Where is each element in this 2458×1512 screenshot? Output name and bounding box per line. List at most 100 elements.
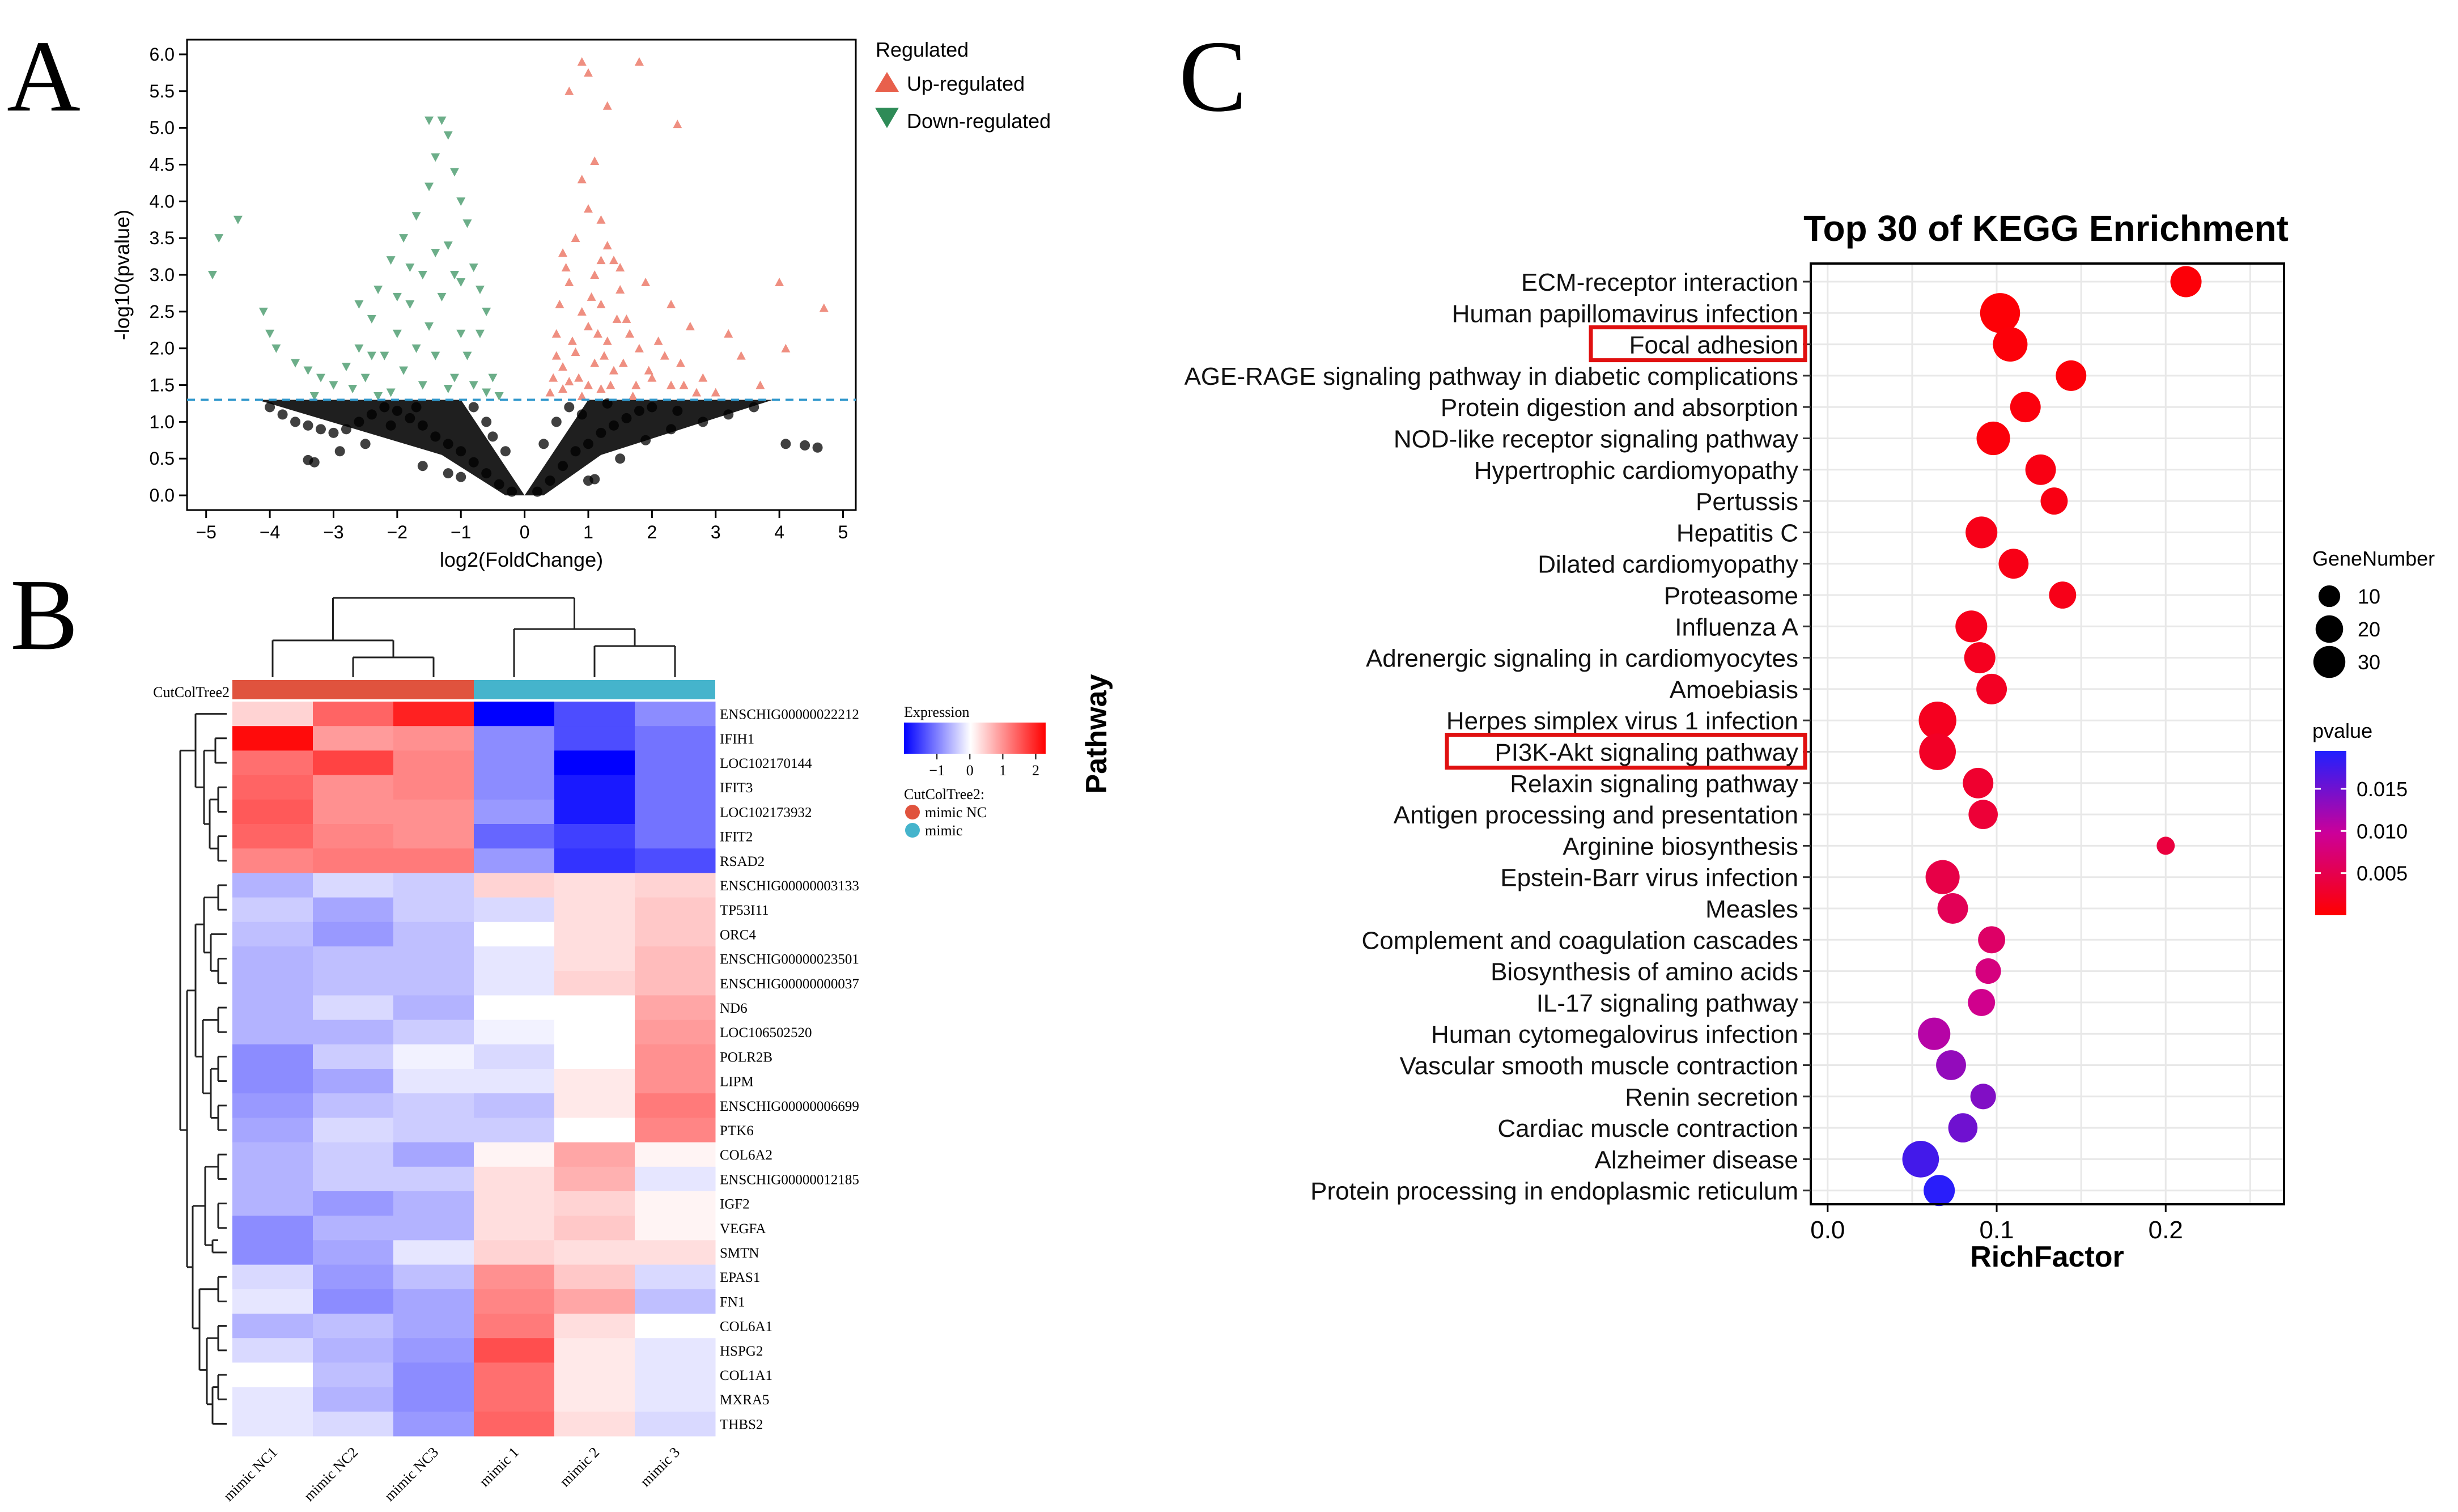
volcano-y-tick-label: 6.0 [150,44,175,65]
kegg-size-legend-dot [2313,645,2346,678]
volcano-down-point [233,215,243,224]
volcano-up-point [587,292,596,301]
heatmap-cell [554,1044,635,1069]
volcano-down-point [456,329,466,338]
volcano-up-point [602,241,612,250]
kegg-size-legend-label: 10 [2358,585,2380,608]
heatmap-cell [554,897,635,923]
volcano-down-point [424,322,434,331]
kegg-y-label: Pathway [1080,674,1113,793]
kegg-point [1902,1141,1939,1178]
heatmap-row-label: SMTN [720,1246,759,1261]
volcano-down-point [450,168,459,177]
heatmap-cell [635,1216,716,1241]
heatmap-cell [474,971,555,996]
volcano-up-point [666,299,676,308]
volcano-ns-points [257,398,823,497]
heatmap-column-label: mimic NC2 [300,1444,361,1505]
volcano-up-point [555,299,564,308]
heatmap-cell [635,726,716,751]
heatmap-cell [313,1240,394,1265]
heatmap-row-label: LOC102173932 [720,805,812,820]
kegg-point [2049,581,2077,609]
heatmap-cell [635,1387,716,1412]
heatmap-cell [635,1338,716,1363]
kegg-pathway-label: IL-17 signaling pathway [1536,989,1798,1017]
volcano-y-tick-label: 0.0 [150,485,175,506]
kegg-color-legend-label: 0.010 [2357,819,2408,843]
volcano-down-point [341,363,351,372]
volcano-ns-point [481,417,492,427]
kegg-pathway-label: Vascular smooth muscle contraction [1400,1052,1798,1080]
heatmap-cell [474,1020,555,1045]
heatmap-cell [313,1044,394,1069]
heatmap-cell [554,702,635,727]
heatmap-expression-colorbar [904,723,1046,754]
volcano-ns-point [303,420,313,431]
volcano-down-point [392,292,402,301]
heatmap-cell [474,1191,555,1216]
heatmap-cell [474,1216,555,1241]
heatmap-legend: Expression −1 0 1 2 CutColTree2: mimic NC [904,704,1046,839]
heatmap-cell [474,897,555,923]
volcano-ns-point [309,457,320,468]
volcano-up-point [567,336,577,345]
heatmap-cell [393,726,474,751]
volcano-ns-point [494,479,504,490]
heatmap-cell [313,897,394,923]
heatmap-cell [313,1289,394,1314]
volcano-ns-point [290,417,301,427]
volcano-ns-point [647,402,657,413]
volcano-up-point [625,329,635,338]
heatmap-cell [635,1166,716,1192]
kegg-pathway-label: Cardiac muscle contraction [1497,1115,1798,1143]
heatmap-cell [554,971,635,996]
volcano-down-point [482,307,491,316]
kegg-pathway-label: Pertussis [1696,488,1798,516]
volcano-down-point [214,234,224,243]
heatmap-cell [393,1142,474,1167]
volcano-ns-point [532,486,543,497]
heatmap-row-label: ORC4 [720,927,756,942]
heatmap-row-label: ENSCHIG00000022212 [720,707,859,723]
heatmap-cell [474,750,555,776]
volcano-x-tick-label: 2 [647,522,657,542]
heatmap-cell [393,1093,474,1118]
volcano-ns-point [749,402,759,413]
kegg-pathway-label: PI3K-Akt signaling pathway [1495,739,1798,767]
volcano-down-point [424,182,434,192]
heatmap-cell [232,921,313,947]
volcano-ns-point [608,420,619,431]
heatmap-cell [635,921,716,947]
kegg-color-legend-label: 0.005 [2357,862,2408,885]
heatmap-cell [313,1216,394,1241]
heatmap-cell [232,799,313,825]
heatmap-cell [635,1191,716,1216]
heatmap-cell [474,1240,555,1265]
heatmap-row-label: VEGFA [720,1221,766,1237]
volcano-y-tick-label: 2.0 [150,338,175,359]
heatmap-cell [554,1166,635,1192]
volcano-x-tick-label: 5 [838,522,848,542]
volcano-x-tick-label: −2 [387,522,407,542]
volcano-down-point [418,271,427,279]
volcano-down-point [482,388,491,397]
volcano-up-point [596,215,606,224]
heatmap-row-label: RSAD2 [720,854,765,869]
volcano-up-point [571,347,580,356]
heatmap-cell [232,1362,313,1388]
kegg-pathway-label: Protein digestion and absorption [1441,394,1798,422]
heatmap-column-label: mimic NC3 [381,1444,441,1505]
volcano-y-tick-label: 0.5 [150,448,175,469]
heatmap-cell [393,775,474,800]
volcano-ns-point [354,417,364,427]
volcano-up-point [692,388,702,397]
heatmap-cell [393,799,474,825]
kegg-color-legend: pvalue 0.015 0.010 0.005 [2312,719,2408,915]
heatmap-row-labels: ENSCHIG00000022212 IFIH1 LOC102170144 IFIT3… [720,707,859,1433]
heatmap-row-label: IFIT3 [720,780,753,796]
volcano-ns-point [576,409,587,420]
volcano-up-point [577,57,587,66]
volcano-x-tick-label: 4 [774,522,784,542]
volcano-up-point [551,329,561,338]
